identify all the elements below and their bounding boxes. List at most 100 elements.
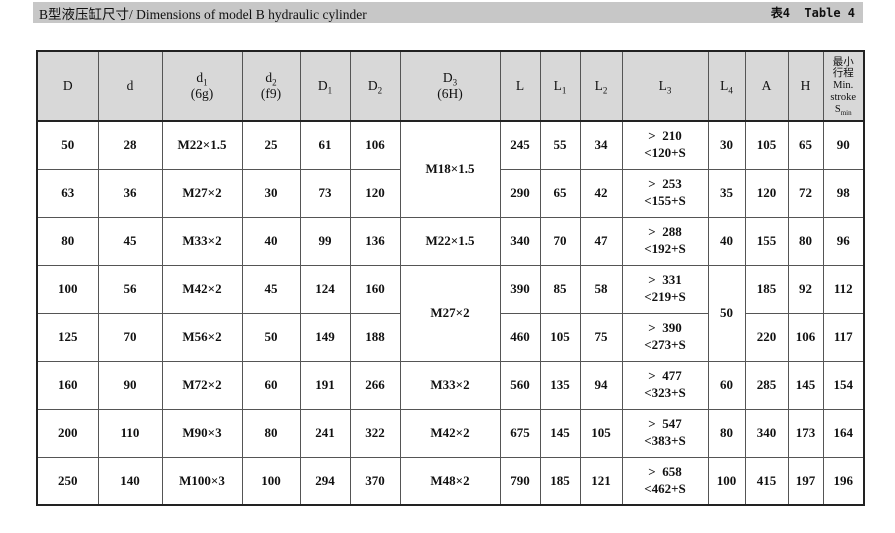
col-header-Smin: 最小 行程 Min. stroke Smin [822, 50, 865, 122]
col-header-L: L [499, 50, 541, 122]
table-cell: 100 [36, 264, 99, 314]
table-cell: 65 [787, 120, 824, 170]
table-cell: 58 [579, 264, 623, 314]
table-cell: 70 [97, 312, 163, 362]
col-header-L1: L1 [539, 50, 581, 122]
table-cell: 100 [707, 456, 746, 506]
table-cell: 50 [241, 312, 301, 362]
table-cell: > 547 <383+S [621, 408, 709, 458]
table-cell: M48×2 [399, 456, 501, 506]
table-cell: 370 [349, 456, 401, 506]
table-cell: M22×1.5 [399, 216, 501, 266]
table-cell: > 390 <273+S [621, 312, 709, 362]
table-cell: 70 [539, 216, 581, 266]
table-cell: 60 [707, 360, 746, 410]
table-cell: 28 [97, 120, 163, 170]
table-cell: > 658 <462+S [621, 456, 709, 506]
table-cell: M27×2 [161, 168, 243, 218]
col-header-D1: D1 [299, 50, 351, 122]
table-cell: 241 [299, 408, 351, 458]
table-row: 100 56 M42×2 45 124 160 M27×2 390 85 58 > 331 <219+… [36, 264, 865, 362]
table-cell: 164 [822, 408, 865, 458]
table-cell: 35 [707, 168, 746, 218]
table-cell: 124 [299, 264, 351, 314]
table-cell: 99 [299, 216, 351, 266]
table-cell: 136 [349, 216, 401, 266]
table-cell: 196 [822, 456, 865, 506]
section-header-bar: B型液压缸尺寸/ Dimensions of model B hydraulic… [33, 2, 863, 23]
col-header-D3: D3 (6H) [399, 50, 501, 122]
table-cell: 45 [97, 216, 163, 266]
table-cell: 285 [744, 360, 789, 410]
table-cell: 63 [36, 168, 99, 218]
table-cell: M56×2 [161, 312, 243, 362]
table-cell: 197 [787, 456, 824, 506]
table-cell: 96 [822, 216, 865, 266]
table-row: 200 110 M90×3 80 241 322 M42×2 675 145 105 > 547 <3… [36, 408, 865, 458]
table-cell: 160 [349, 264, 401, 314]
table-cell: > 253 <155+S [621, 168, 709, 218]
table-cell: M42×2 [161, 264, 243, 314]
table-cell: 294 [299, 456, 351, 506]
table-cell: 340 [744, 408, 789, 458]
table-cell: > 477 <323+S [621, 360, 709, 410]
table-cell: 145 [787, 360, 824, 410]
table-cell: 173 [787, 408, 824, 458]
table-cell: M42×2 [399, 408, 501, 458]
table-cell: 36 [97, 168, 163, 218]
table-cell: 98 [822, 168, 865, 218]
table-cell: 50 [707, 264, 746, 362]
table-cell: > 210 <120+S [621, 120, 709, 170]
table-cell: 80 [36, 216, 99, 266]
col-header-L4: L4 [707, 50, 746, 122]
col-header-A: A [744, 50, 789, 122]
table-cell: 100 [241, 456, 301, 506]
col-header-L2: L2 [579, 50, 623, 122]
table-cell: 94 [579, 360, 623, 410]
table-cell: 790 [499, 456, 541, 506]
table-cell: 106 [787, 312, 824, 362]
table-cell: 45 [241, 264, 301, 314]
table-cell: 47 [579, 216, 623, 266]
col-header-d2: d2 (f9) [241, 50, 301, 122]
col-header-D: D [36, 50, 99, 122]
table-row: 160 90 M72×2 60 191 266 M33×2 560 135 94 > 477 <323… [36, 360, 865, 410]
table-cell: 290 [499, 168, 541, 218]
table-cell: 675 [499, 408, 541, 458]
table-cell: 390 [499, 264, 541, 314]
table-cell: 50 [36, 120, 99, 170]
table-cell: 90 [822, 120, 865, 170]
table-cell: 191 [299, 360, 351, 410]
table-body: 50 28 M22×1.5 25 61 106 M18×1.5 245 55 34 > 210 <12… [36, 120, 865, 506]
table-cell: 105 [539, 312, 581, 362]
table-cell: 160 [36, 360, 99, 410]
table-cell: 188 [349, 312, 401, 362]
table-cell: 185 [744, 264, 789, 314]
table-cell: M72×2 [161, 360, 243, 410]
col-header-d: d [97, 50, 163, 122]
table-row: 80 45 M33×2 40 99 136 M22×1.5 340 70 47 > 288 <192+… [36, 216, 865, 266]
table-cell: M22×1.5 [161, 120, 243, 170]
table-cell: 25 [241, 120, 301, 170]
table-cell: 560 [499, 360, 541, 410]
table-cell: 120 [744, 168, 789, 218]
table-cell: 42 [579, 168, 623, 218]
table-cell: 60 [241, 360, 301, 410]
table-cell: 266 [349, 360, 401, 410]
table-cell: 34 [579, 120, 623, 170]
table-cell: 117 [822, 312, 865, 362]
table-cell: 322 [349, 408, 401, 458]
table-cell: 30 [241, 168, 301, 218]
col-header-D2: D2 [349, 50, 401, 122]
table-cell: 40 [241, 216, 301, 266]
section-title: B型液压缸尺寸/ Dimensions of model B hydraulic… [39, 6, 367, 22]
table-cell: 155 [744, 216, 789, 266]
table-cell: 120 [349, 168, 401, 218]
table-cell: 30 [707, 120, 746, 170]
table-cell: 250 [36, 456, 99, 506]
table-cell: 154 [822, 360, 865, 410]
table-cell: 460 [499, 312, 541, 362]
